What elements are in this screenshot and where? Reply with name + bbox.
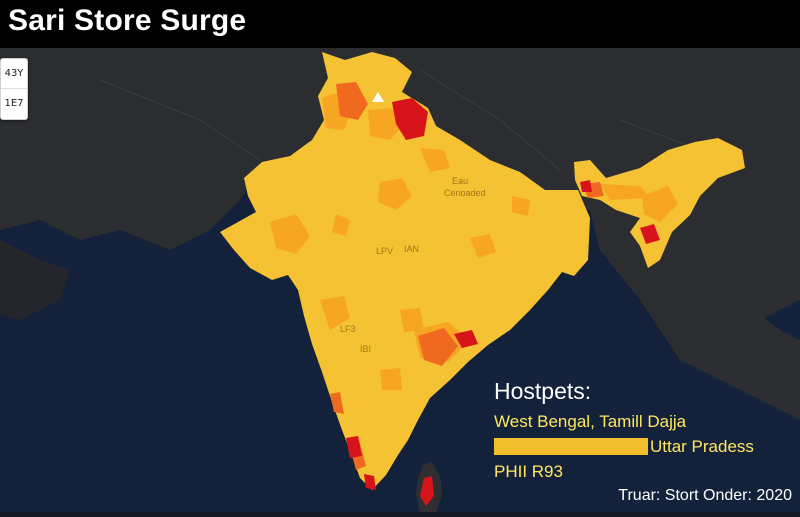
legend-color-bar	[494, 438, 648, 455]
neighbor-land-north	[0, 48, 800, 320]
sri-lanka-peak	[420, 476, 434, 506]
india-main-land	[220, 52, 590, 490]
map-title: Sari Store Surge	[8, 4, 247, 37]
zoom-in-button[interactable]: 43Y	[1, 59, 27, 89]
map-label: IBI	[360, 344, 372, 354]
map-canvas[interactable]: Eau Cenoaded LPV IAN LF3 IBI	[0, 48, 800, 512]
map-label: LPV	[376, 246, 394, 256]
zoom-out-button[interactable]: 1E7	[4, 98, 24, 109]
map-svg	[0, 48, 800, 512]
neighbor-land-east	[600, 240, 800, 420]
peak-intensity-areas	[346, 98, 660, 490]
map-label: Eau	[452, 176, 469, 186]
map-label: IAN	[404, 244, 420, 254]
title-bar: Sari Store Surge	[0, 0, 800, 48]
mountain-icon	[372, 92, 384, 102]
legend-entry-1: West Bengal, Tamill Dajja	[494, 412, 687, 431]
neighbor-land-west	[0, 240, 70, 320]
legend-entry-2: Uttar Pradess	[650, 437, 754, 456]
zoom-control: 43Y 1E7	[0, 58, 28, 120]
legend-title: Hostpets:	[494, 378, 592, 404]
source-note: Truar: Stort Onder: 2020	[618, 487, 792, 504]
map-label: LF3	[340, 324, 356, 334]
legend-entry-3: PHII R93	[494, 462, 563, 481]
map-label: Cenoaded	[444, 188, 486, 198]
